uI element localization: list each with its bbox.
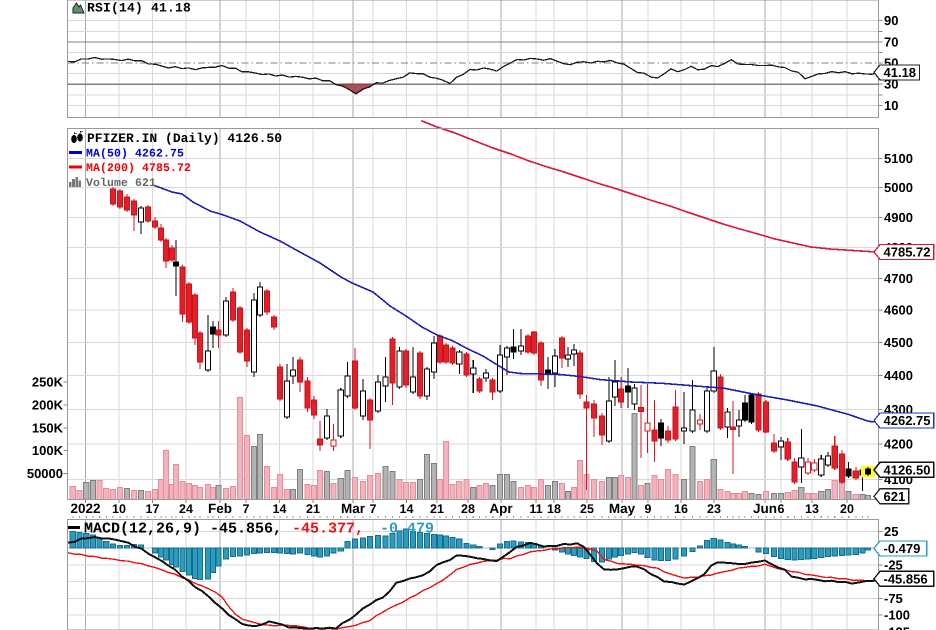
svg-text:-45.377,: -45.377, bbox=[292, 521, 364, 538]
svg-text:25: 25 bbox=[580, 502, 594, 516]
svg-text:150K: 150K bbox=[32, 420, 64, 435]
svg-text:May: May bbox=[609, 501, 636, 516]
svg-text:20: 20 bbox=[840, 502, 854, 516]
svg-text:7: 7 bbox=[243, 502, 250, 516]
svg-text:-25: -25 bbox=[884, 557, 903, 572]
svg-text:10: 10 bbox=[884, 98, 898, 113]
svg-text:13: 13 bbox=[805, 502, 819, 516]
svg-text:24: 24 bbox=[179, 502, 193, 516]
svg-text:4500: 4500 bbox=[884, 335, 913, 350]
svg-text:23: 23 bbox=[707, 502, 721, 516]
svg-text:Volume 621: Volume 621 bbox=[86, 177, 156, 190]
svg-text:4700: 4700 bbox=[884, 271, 913, 286]
svg-text:21: 21 bbox=[430, 502, 444, 516]
svg-text:21: 21 bbox=[306, 502, 320, 516]
svg-text:90: 90 bbox=[884, 13, 898, 28]
svg-text:250K: 250K bbox=[32, 375, 64, 390]
svg-text:621: 621 bbox=[884, 489, 906, 504]
svg-text:5000: 5000 bbox=[884, 180, 913, 195]
svg-text:6: 6 bbox=[778, 502, 785, 516]
svg-text:4900: 4900 bbox=[884, 210, 913, 225]
svg-text:-75: -75 bbox=[884, 591, 903, 606]
svg-text:5100: 5100 bbox=[884, 151, 913, 166]
svg-text:MACD(12,26,9) -45.856,: MACD(12,26,9) -45.856, bbox=[84, 521, 282, 538]
svg-text:17: 17 bbox=[146, 502, 160, 516]
svg-text:Apr: Apr bbox=[489, 501, 513, 516]
svg-text:18: 18 bbox=[547, 502, 561, 516]
svg-text:Jun: Jun bbox=[753, 501, 777, 516]
svg-text:14: 14 bbox=[273, 502, 287, 516]
svg-text:11: 11 bbox=[529, 502, 542, 516]
svg-text:MA(200) 4785.72: MA(200) 4785.72 bbox=[86, 162, 191, 175]
svg-text:-0.479: -0.479 bbox=[380, 521, 434, 538]
svg-text:10: 10 bbox=[112, 502, 126, 516]
svg-text:25: 25 bbox=[884, 524, 898, 539]
svg-text:4600: 4600 bbox=[884, 303, 913, 318]
svg-text:Mar: Mar bbox=[341, 501, 366, 516]
svg-text:4785.72: 4785.72 bbox=[884, 245, 931, 260]
svg-text:7: 7 bbox=[370, 502, 377, 516]
svg-text:28: 28 bbox=[461, 502, 475, 516]
svg-text:100K: 100K bbox=[32, 443, 64, 458]
svg-text:4400: 4400 bbox=[884, 368, 913, 383]
svg-text:-125: -125 bbox=[884, 624, 910, 630]
svg-text:200K: 200K bbox=[32, 397, 64, 412]
svg-text:4200: 4200 bbox=[884, 436, 913, 451]
svg-text:9: 9 bbox=[645, 502, 652, 516]
svg-text:2022: 2022 bbox=[70, 501, 100, 516]
svg-text:16: 16 bbox=[674, 502, 688, 516]
svg-text:Feb: Feb bbox=[208, 501, 232, 516]
svg-text:50000: 50000 bbox=[27, 466, 63, 481]
svg-text:41.18: 41.18 bbox=[884, 65, 917, 80]
svg-text:-0.479: -0.479 bbox=[884, 541, 921, 556]
svg-text:PFIZER.IN (Daily) 4126.50: PFIZER.IN (Daily) 4126.50 bbox=[87, 131, 282, 146]
svg-text:MA(50) 4262.75: MA(50) 4262.75 bbox=[86, 148, 184, 161]
svg-text:70: 70 bbox=[884, 34, 898, 49]
svg-text:4126.50: 4126.50 bbox=[884, 462, 931, 477]
svg-text:14: 14 bbox=[400, 502, 414, 516]
svg-text:-45.856: -45.856 bbox=[884, 571, 928, 586]
svg-text:-100: -100 bbox=[884, 608, 910, 623]
svg-text:RSI(14) 41.18: RSI(14) 41.18 bbox=[87, 1, 191, 16]
svg-text:4262.75: 4262.75 bbox=[884, 413, 931, 428]
